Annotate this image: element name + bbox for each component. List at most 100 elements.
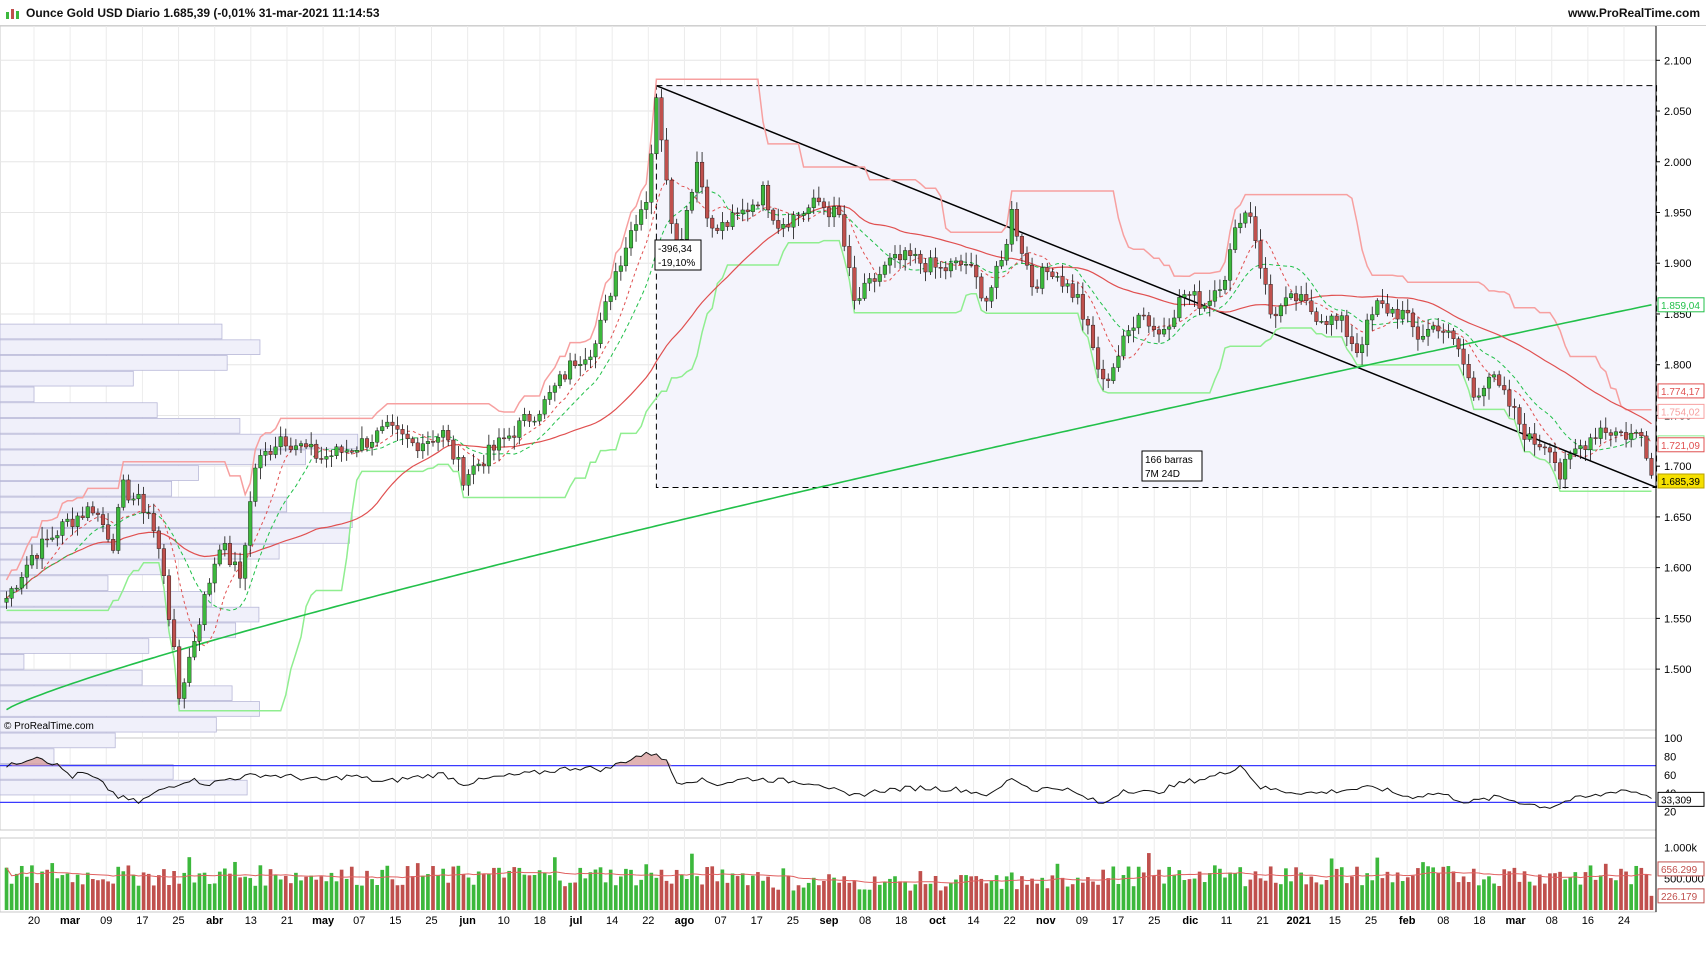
candle-up: [689, 188, 694, 214]
volume-bar-down: [918, 871, 923, 910]
candle-up: [882, 261, 887, 278]
candle-down: [1461, 338, 1466, 376]
candle-down: [1258, 229, 1263, 279]
volume-bar-down: [766, 876, 770, 910]
candle-up: [1167, 318, 1172, 340]
x-tick-label: 18: [895, 915, 907, 927]
candle-body: [984, 297, 989, 302]
candle-body: [1177, 297, 1182, 319]
candle-down: [974, 254, 979, 289]
volume-bar-down: [96, 880, 100, 910]
candle-up: [1578, 439, 1583, 459]
band-upper-tag: 1.754,02: [1661, 407, 1700, 418]
candle-body: [55, 535, 60, 539]
volume-bar-up: [233, 861, 237, 910]
rsi-value-tag: 33,309: [1661, 795, 1692, 806]
volume-bar-up: [862, 889, 867, 910]
candle-down: [1542, 442, 1547, 455]
volume-bar-down: [1593, 879, 1598, 910]
candle-body: [862, 282, 867, 299]
volume-bar-down: [339, 869, 344, 910]
candle-down: [1014, 202, 1019, 242]
candle-body: [1400, 309, 1405, 320]
candle-body: [1090, 324, 1096, 348]
volume-bar-down: [822, 880, 826, 910]
candle-up: [953, 257, 958, 270]
candle-body: [573, 360, 578, 366]
volume-bar-down: [106, 881, 110, 910]
candle-down: [1045, 262, 1050, 281]
volume-bar-down: [1263, 880, 1268, 910]
price-chart[interactable]: -396,34 -19,10% 166 barras 7M 24D © ProR…: [0, 26, 1706, 960]
candle-body: [1030, 265, 1035, 288]
candle-down: [268, 444, 273, 461]
candle-body: [847, 246, 852, 268]
volume-bar-down: [943, 886, 948, 910]
candle-down: [314, 439, 319, 463]
candle-body: [1126, 330, 1131, 337]
candle-body: [1522, 423, 1527, 440]
chart-header: Ounce Gold USD Diario 1.685,39 (-0,01% 3…: [0, 0, 1706, 26]
candle-up: [1126, 325, 1131, 344]
candle-up: [1217, 279, 1222, 298]
profile-bar: [0, 622, 237, 639]
candle-up: [862, 273, 867, 301]
candle-body: [1319, 321, 1324, 323]
volume-panel: 1.000k 500.000: [4, 842, 1704, 910]
volume-bar-down: [461, 874, 466, 910]
candle-up: [806, 204, 811, 222]
volume-bar-down: [1548, 873, 1552, 910]
last-volume-tag: 226.179: [1661, 892, 1698, 903]
volume-bar-up: [1390, 882, 1395, 910]
candle-body: [1492, 374, 1497, 378]
candle-up: [1588, 433, 1593, 462]
candle-body: [9, 588, 14, 599]
candle-down: [141, 486, 146, 524]
candle-up: [598, 312, 603, 349]
site-link[interactable]: www.ProRealTime.com: [1567, 6, 1700, 20]
candle-down: [1030, 257, 1035, 296]
volume-bar-up: [299, 880, 303, 910]
volume-bar-down: [268, 869, 273, 910]
candle-body: [1106, 378, 1111, 381]
candle-body: [136, 493, 141, 500]
candle-body: [1014, 209, 1019, 237]
candle-body: [1309, 300, 1314, 312]
volume-bar-down: [756, 872, 760, 910]
volume-bar-down: [228, 873, 232, 910]
candle-up: [1390, 306, 1395, 317]
volume-bar-down: [908, 890, 913, 910]
volume-bar-up: [309, 875, 313, 910]
x-tick-label: 17: [1112, 915, 1124, 927]
candle-body: [111, 539, 116, 551]
volume-bar-down: [162, 869, 166, 910]
candle-body: [1141, 314, 1146, 317]
x-tick-label: 14: [606, 915, 618, 927]
volume-bar-down: [1106, 878, 1111, 910]
volume-bar-up: [1446, 866, 1451, 910]
candle-body: [1451, 330, 1456, 339]
candle-down: [872, 273, 877, 293]
candle-down: [461, 455, 466, 491]
candle-down: [1309, 289, 1314, 315]
volume-bar-down: [446, 882, 451, 910]
candle-up: [1162, 317, 1167, 338]
candle-down: [745, 202, 750, 222]
candle-body: [522, 414, 527, 421]
candle-body: [441, 430, 446, 438]
candle-down: [1537, 434, 1542, 451]
candle-body: [1197, 291, 1202, 309]
profile-bar: [0, 433, 359, 450]
candle-up: [1055, 272, 1060, 282]
volume-bar-down: [1644, 874, 1649, 910]
candle-up: [298, 440, 304, 454]
candle-body: [227, 543, 232, 566]
candle-down: [410, 436, 415, 447]
candle-body: [948, 262, 953, 272]
profile-bar: [0, 559, 163, 576]
candle-down: [943, 261, 948, 280]
candle-body: [400, 429, 405, 435]
candle-down: [1608, 429, 1613, 447]
volume-bar-down: [1091, 881, 1095, 910]
x-tick-label: 15: [1329, 915, 1341, 927]
